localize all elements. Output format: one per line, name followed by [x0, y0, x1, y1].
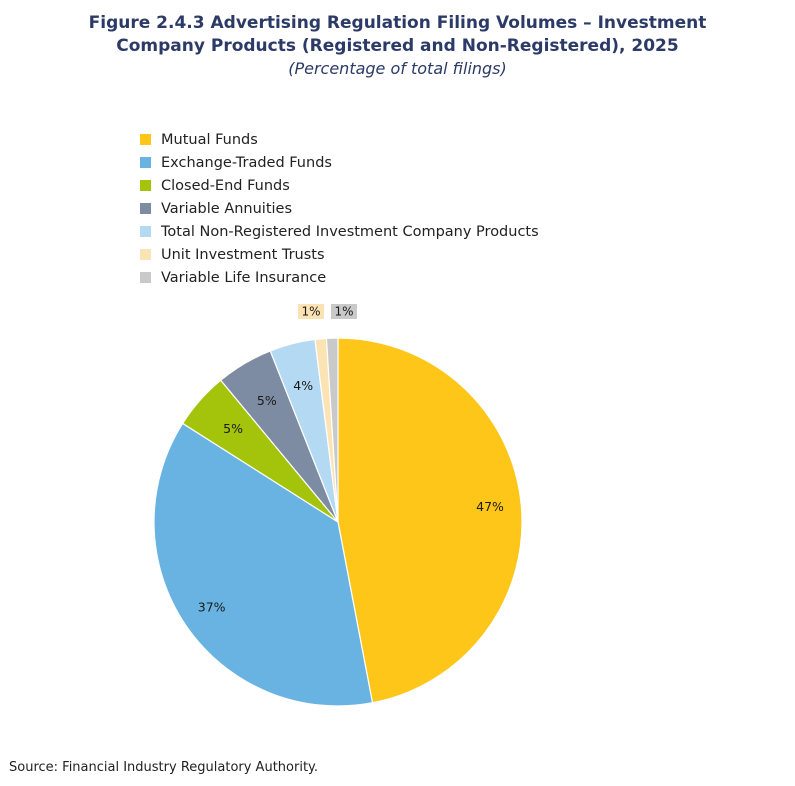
legend-swatch — [140, 134, 151, 145]
chart-legend: Mutual Funds Exchange-Traded Funds Closed-… — [140, 128, 539, 289]
slice-label: 47% — [476, 499, 504, 514]
legend-swatch — [140, 272, 151, 283]
legend-swatch — [140, 203, 151, 214]
slice-label: 5% — [257, 393, 277, 408]
legend-label: Mutual Funds — [161, 131, 258, 148]
slice-label: 4% — [293, 378, 313, 393]
chart-title: Figure 2.4.3 Advertising Regulation Fili… — [88, 13, 707, 56]
legend-item: Closed-End Funds — [140, 174, 539, 197]
slice-label: 1% — [301, 305, 320, 319]
legend-label: Total Non-Registered Investment Company … — [161, 223, 539, 240]
chart-header: Figure 2.4.3 Advertising Regulation Fili… — [0, 12, 795, 80]
source-note: Source: Financial Industry Regulatory Au… — [9, 760, 319, 775]
legend-label: Unit Investment Trusts — [161, 246, 325, 263]
slice-label: 5% — [223, 421, 243, 436]
slice-label: 1% — [334, 305, 353, 319]
legend-label: Closed-End Funds — [161, 177, 290, 194]
legend-item: Unit Investment Trusts — [140, 243, 539, 266]
pie-slice — [325, 337, 339, 523]
chart-subtitle: (Percentage of total filings) — [288, 59, 507, 78]
legend-swatch — [140, 249, 151, 260]
slice-label-box — [331, 304, 357, 319]
slice-label-box — [298, 304, 324, 319]
legend-item: Total Non-Registered Investment Company … — [140, 220, 539, 243]
legend-item: Variable Life Insurance — [140, 266, 539, 289]
legend-item: Mutual Funds — [140, 128, 539, 151]
legend-label: Variable Annuities — [161, 200, 293, 217]
pie-slice — [153, 422, 374, 707]
legend-swatch — [140, 180, 151, 191]
legend-label: Variable Life Insurance — [161, 269, 327, 286]
pie-slice — [337, 337, 523, 704]
legend-label: Exchange-Traded Funds — [161, 154, 332, 171]
legend-item: Exchange-Traded Funds — [140, 151, 539, 174]
legend-item: Variable Annuities — [140, 197, 539, 220]
slice-label: 37% — [198, 599, 226, 614]
legend-swatch — [140, 226, 151, 237]
legend-swatch — [140, 157, 151, 168]
